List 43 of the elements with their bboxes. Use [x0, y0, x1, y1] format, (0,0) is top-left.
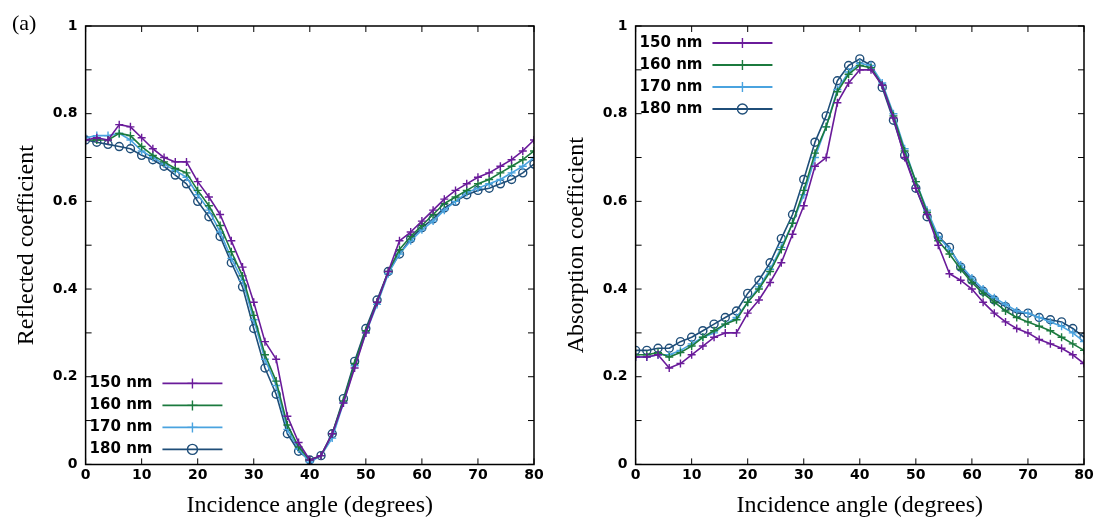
legend-label: 160 nm	[89, 395, 153, 414]
legend-label: 170 nm	[89, 417, 153, 436]
x-tick-label: 80	[1074, 466, 1094, 483]
legend-label: 160 nm	[639, 54, 703, 73]
y-tick-label: 0.4	[602, 279, 628, 296]
x-tick-label: 20	[187, 466, 208, 483]
x-tick-label: 0	[630, 466, 641, 483]
x-tick-label: 40	[300, 466, 320, 483]
x-tick-label: 60	[962, 466, 982, 483]
y-axis-title: Absorption coefficient	[561, 136, 588, 354]
x-tick-label: 70	[1018, 466, 1038, 483]
x-tick-label: 40	[850, 466, 870, 483]
legend-label: 180 nm	[639, 98, 703, 117]
y-tick-label: 1	[617, 16, 628, 33]
x-tick-label: 30	[794, 466, 814, 483]
text: (a)	[12, 10, 37, 36]
x-tick-label: 30	[244, 466, 264, 483]
legend-label: 180 nm	[89, 439, 153, 458]
y-tick-label: 0	[617, 455, 628, 472]
y-axis-title: Reflected coefficient	[11, 144, 38, 346]
x-tick-label: 70	[468, 466, 488, 483]
x-axis-title: Incidence angle (degrees)	[186, 490, 434, 517]
x-tick-label: 60	[412, 466, 432, 483]
x-tick-label: 10	[131, 466, 152, 483]
x-axis-title: Incidence angle (degrees)	[736, 490, 984, 517]
y-tick-label: 0.6	[602, 192, 628, 208]
y-tick-label: 0.6	[52, 192, 78, 208]
x-tick-label: 0	[80, 466, 91, 483]
y-tick-label: 0.8	[52, 104, 78, 121]
legend-label: 170 nm	[639, 76, 703, 95]
x-tick-label: 10	[681, 466, 702, 483]
x-tick-label: 20	[737, 466, 758, 483]
y-tick-label: 0.4	[52, 279, 78, 296]
legend-label: 150 nm	[89, 373, 153, 392]
y-tick-label: 0.2	[52, 367, 78, 384]
x-tick-label: 80	[524, 466, 544, 483]
y-tick-label: 0	[67, 455, 78, 472]
y-tick-label: 0.8	[602, 104, 628, 121]
y-tick-label: 0.2	[602, 367, 628, 384]
x-tick-label: 50	[906, 466, 926, 483]
y-tick-label: 1	[67, 16, 78, 33]
legend-label: 150 nm	[639, 32, 703, 51]
x-tick-label: 50	[356, 466, 376, 483]
